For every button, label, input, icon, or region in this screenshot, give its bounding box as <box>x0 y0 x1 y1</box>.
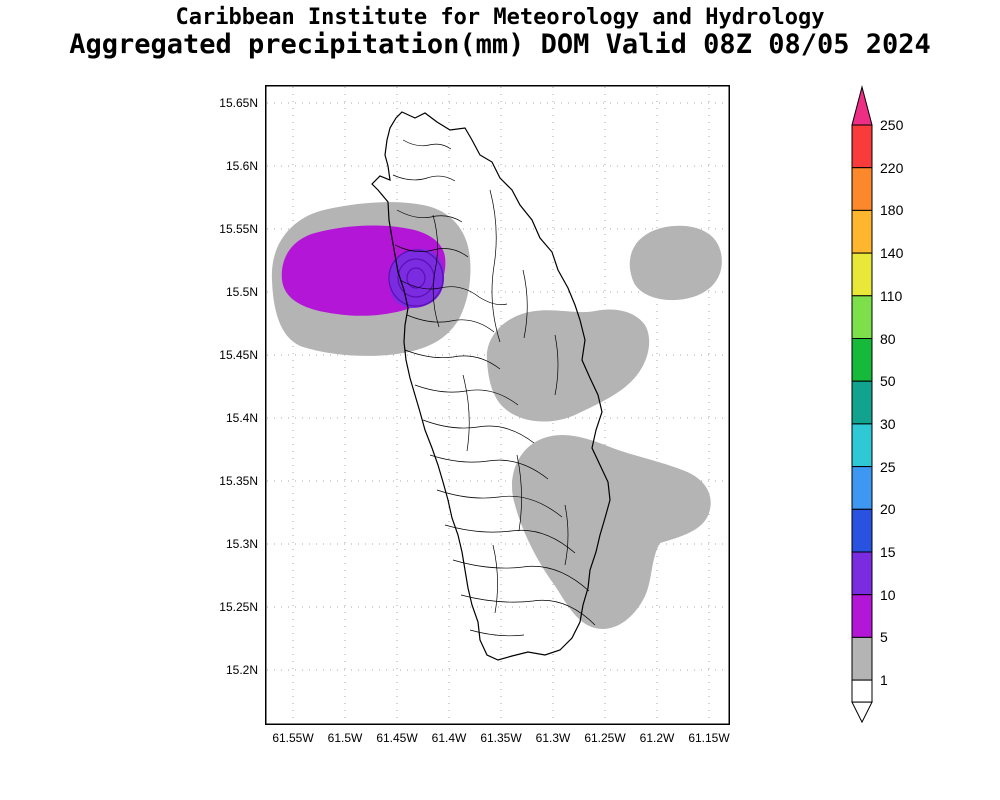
colorbar-band <box>851 594 873 638</box>
precip-contour-ring-inner <box>406 267 426 289</box>
colorbar-band <box>851 380 873 425</box>
colorbar-label: 20 <box>880 501 896 518</box>
y-tick-label: 15.35N <box>219 474 258 488</box>
colorbar-label: 250 <box>880 117 904 133</box>
colorbar-band <box>851 636 873 681</box>
y-tick-label: 15.5N <box>225 285 258 299</box>
colorbar-label: 25 <box>880 458 896 475</box>
colorbar-label: 10 <box>880 586 896 603</box>
colorbar-band <box>851 466 873 510</box>
precip-area-1mm-central <box>486 309 650 422</box>
colorbar-label: 140 <box>880 245 904 262</box>
colorbar-label: 110 <box>880 287 903 304</box>
colorbar-band-below-min <box>851 679 873 703</box>
precip-area-1mm-south <box>511 434 711 629</box>
colorbar-band <box>851 167 873 211</box>
y-tick-label: 15.55N <box>219 222 258 236</box>
precip-area-10mm-coast <box>389 249 445 309</box>
x-tick-label: 61.25W <box>584 731 626 745</box>
colorbar-band <box>851 252 873 297</box>
y-tick-label: 15.65N <box>219 96 258 110</box>
x-tick-label: 61.4W <box>431 731 467 745</box>
y-tick-label: 15.3N <box>225 537 258 551</box>
x-tick-label: 61.35W <box>480 731 522 745</box>
watershed-boundaries <box>392 139 596 637</box>
x-tick-label: 61.5W <box>327 731 363 745</box>
colorbar-label: 1 <box>880 672 888 689</box>
island-outline <box>371 111 611 661</box>
colorbar-label: 180 <box>880 202 904 219</box>
colorbar-band <box>851 508 873 553</box>
colorbar-band <box>851 338 873 382</box>
y-tick-label: 15.45N <box>219 348 258 362</box>
x-tick-label: 61.3W <box>535 731 571 745</box>
y-tick-label: 15.25N <box>219 600 258 614</box>
colorbar-band <box>851 124 873 169</box>
page-title: Caribbean Institute for Meteorology and … <box>175 5 825 30</box>
plot-frame <box>265 85 730 725</box>
x-tick-label: 61.2W <box>639 731 675 745</box>
map-plot <box>265 85 730 725</box>
graticule-gridlines <box>267 87 728 723</box>
y-tick-label: 15.6N <box>225 159 258 173</box>
x-tick-label: 61.15W <box>688 731 730 745</box>
colorbar-label: 80 <box>880 330 896 347</box>
y-tick-label: 15.4N <box>225 411 258 425</box>
colorbar-band <box>851 295 873 340</box>
precip-area-1mm-northeast <box>629 225 722 301</box>
colorbar-band <box>851 551 873 596</box>
precip-contour-ring-outer <box>388 249 444 307</box>
colorbar-band <box>851 423 873 468</box>
x-tick-label: 61.55W <box>272 731 314 745</box>
colorbar-label: 50 <box>880 373 896 390</box>
page-subtitle: Aggregated precipitation(mm) DOM Valid 0… <box>69 29 931 60</box>
colorbar-top-arrow <box>851 85 873 126</box>
colorbar-label: 30 <box>880 415 896 432</box>
colorbar-bottom-arrow <box>851 701 873 724</box>
colorbar-label: 5 <box>880 629 888 646</box>
y-tick-label: 15.2N <box>225 663 258 677</box>
colorbar-label: 15 <box>880 544 896 560</box>
colorbar-band <box>851 209 873 254</box>
colorbar <box>851 85 873 724</box>
x-tick-label: 61.45W <box>376 731 418 745</box>
colorbar-label: 220 <box>880 159 904 176</box>
